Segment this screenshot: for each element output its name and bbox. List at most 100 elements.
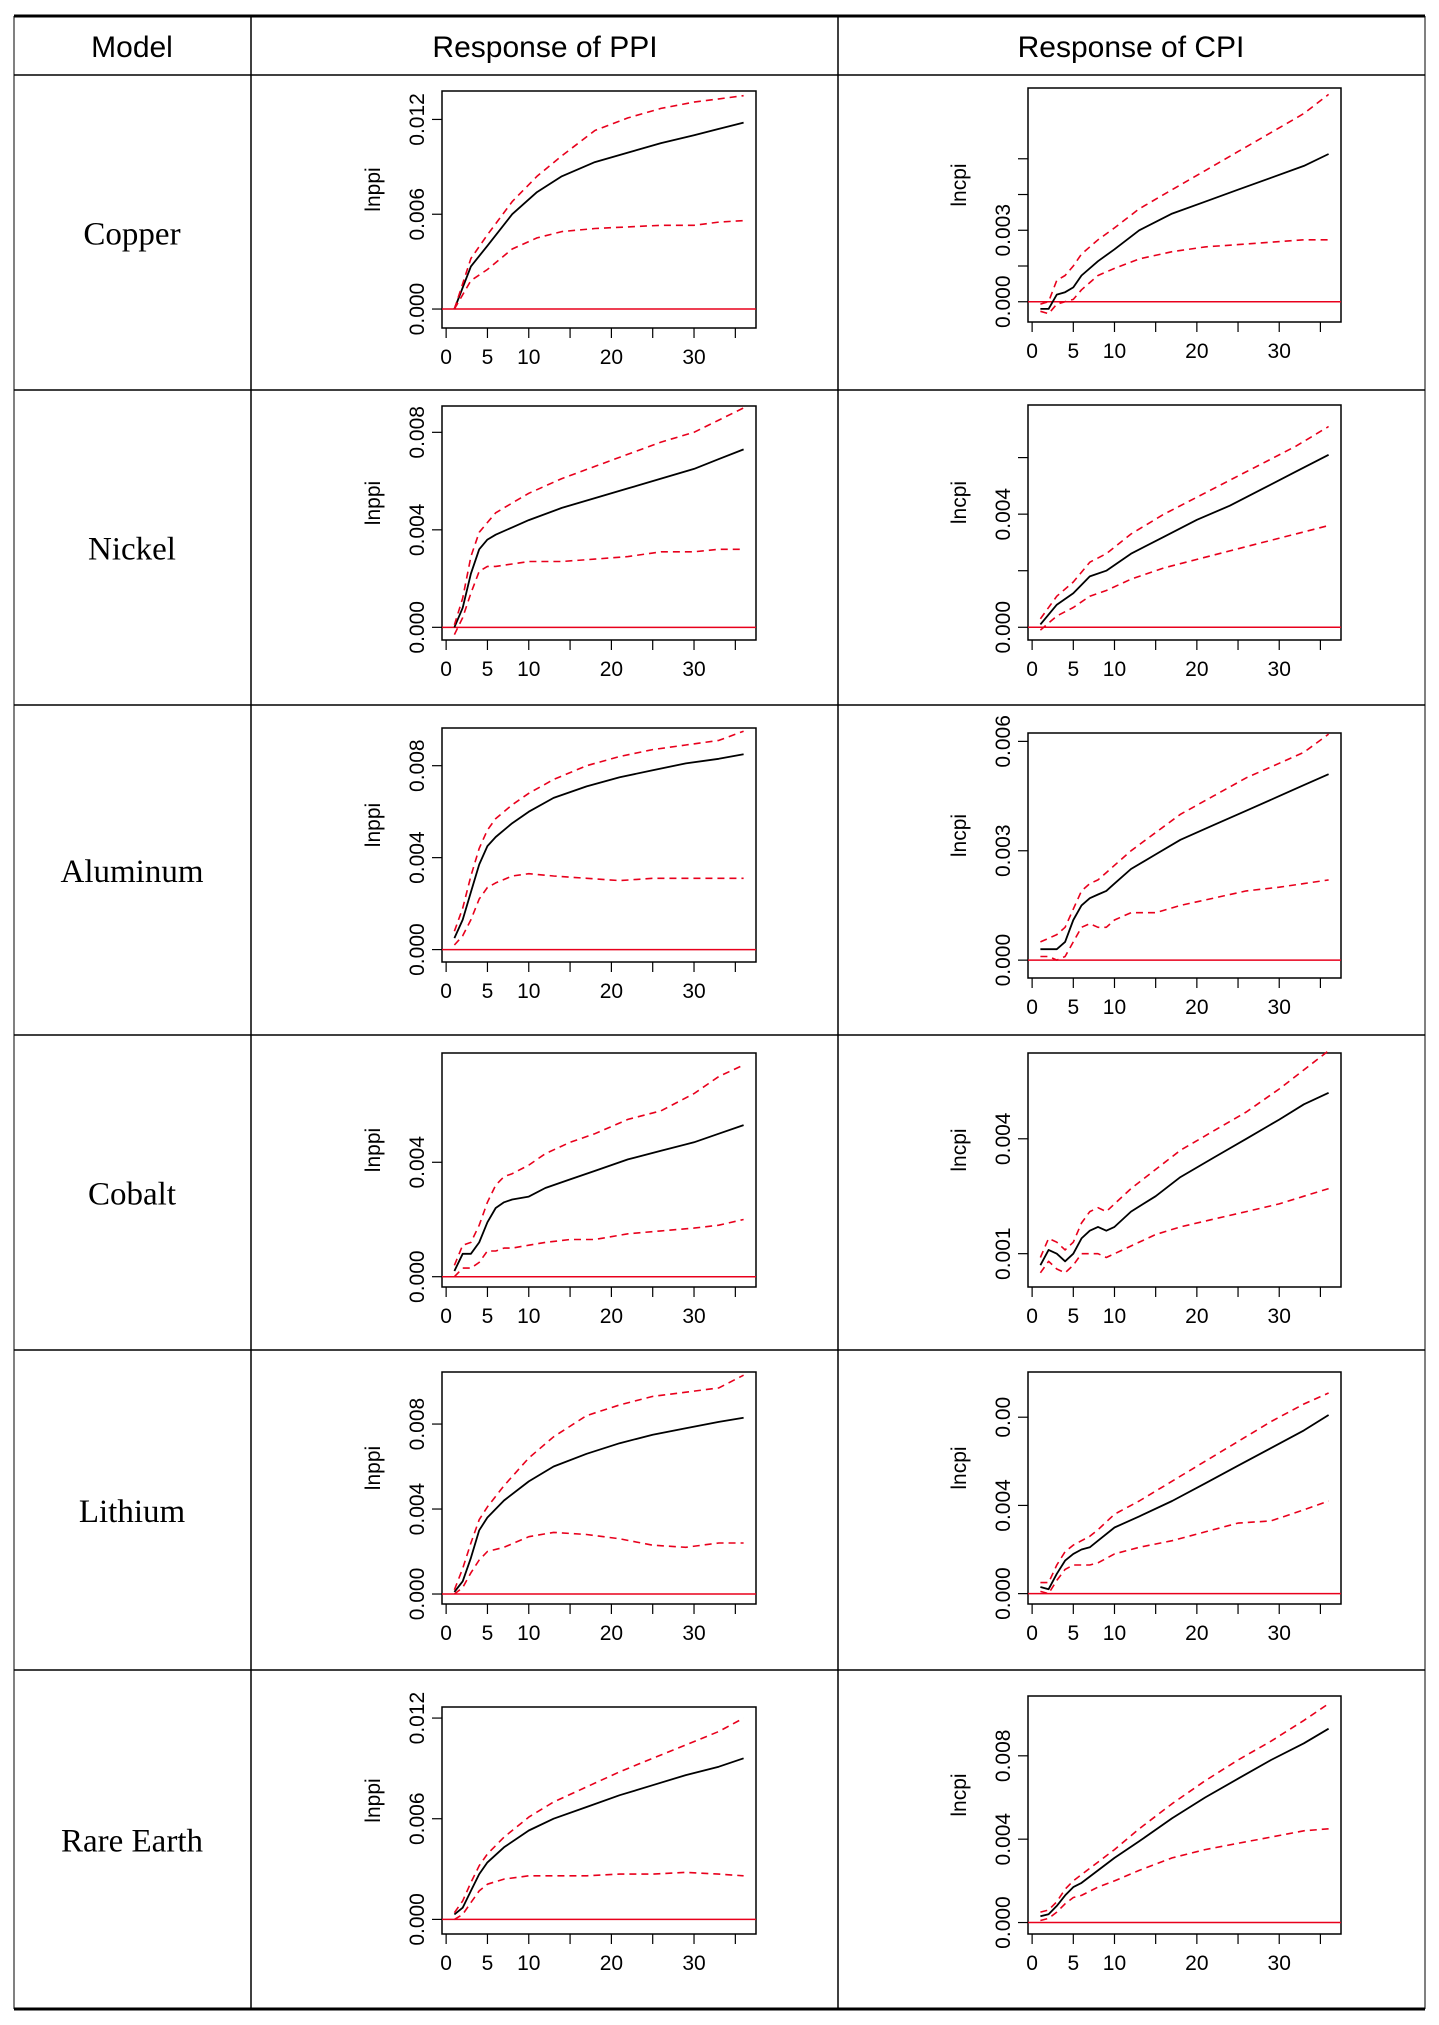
aluminum-ppi-upper-band-line xyxy=(453,730,744,932)
rare-earth-cpi-irf-line xyxy=(1040,1727,1330,1918)
cobalt-ppi-x-tick-label-2: 10 xyxy=(517,1305,540,1328)
aluminum-ppi-y-tick-label-2: 0.008 xyxy=(406,739,429,792)
aluminum-cpi-x-tick-label-0: 0 xyxy=(1026,996,1038,1019)
rare-earth-ppi-panel: 0 5 10 20 30 0.000 0.006 0.012 lnppi xyxy=(362,1692,757,1975)
aluminum-cpi-lower-band-line xyxy=(1040,879,1329,961)
cobalt-ppi-x-tick-label-0: 0 xyxy=(440,1305,452,1328)
lithium-ppi-irf-line xyxy=(453,1416,744,1593)
copper-ppi-upper-band-line xyxy=(453,94,744,310)
lithium-cpi-lower-band-line xyxy=(1040,1500,1329,1595)
rare-earth-cpi-y-tick-label-1: 0.004 xyxy=(992,1813,1015,1866)
lithium-cpi-irf-line xyxy=(1040,1414,1330,1591)
copper-ppi-y-tick-label-1: 0.006 xyxy=(406,188,429,241)
lithium-cpi-y-axis-label: lncpi xyxy=(948,1446,971,1489)
aluminum-ppi-x-tick-label-4: 30 xyxy=(682,980,705,1003)
nickel-cpi-x-tick-label-1: 5 xyxy=(1067,658,1079,681)
lithium-cpi-x-tick-label-2: 10 xyxy=(1103,1622,1126,1645)
lithium-ppi-upper-band-line xyxy=(453,1374,744,1591)
nickel-ppi-irf-line xyxy=(453,448,744,628)
cobalt-cpi-x-tick-label-3: 20 xyxy=(1185,1305,1208,1328)
aluminum-cpi-x-tick-label-3: 20 xyxy=(1185,996,1208,1019)
copper-ppi-y-tick-label-2: 0.012 xyxy=(406,93,429,146)
rare-earth-ppi-y-tick-label-1: 0.006 xyxy=(406,1792,429,1845)
aluminum-ppi-plot-frame xyxy=(441,727,757,963)
nickel-cpi-lower-band-line xyxy=(1039,524,1329,631)
model-label-lithium: Lithium xyxy=(79,1494,186,1530)
nickel-ppi-panel: 0 5 10 20 30 0.000 0.004 0.008 lnppi xyxy=(362,405,757,681)
nickel-ppi-x-tick-label-2: 10 xyxy=(517,658,540,681)
header-ppi: Response of PPI xyxy=(432,31,657,64)
nickel-ppi-y-tick-label-2: 0.008 xyxy=(406,406,429,459)
nickel-cpi-y-axis-label: lncpi xyxy=(948,481,971,524)
nickel-cpi-irf-line xyxy=(1039,453,1330,625)
lithium-cpi-upper-band-line xyxy=(1040,1392,1329,1584)
aluminum-cpi-upper-band-line xyxy=(1040,733,1330,943)
cobalt-cpi-y-axis-label: lncpi xyxy=(948,1128,971,1171)
nickel-cpi-y-tick-label-0: 0.000 xyxy=(992,601,1015,654)
rare-earth-cpi-panel: 0 5 10 20 30 0.000 0.004 0.008 lncpi xyxy=(948,1695,1342,1975)
lithium-cpi-y-tick-label-1: 0.004 xyxy=(992,1479,1015,1532)
nickel-ppi-y-axis-label: lnppi xyxy=(362,481,385,525)
nickel-cpi-x-tick-label-3: 20 xyxy=(1185,658,1208,681)
header-model: Model xyxy=(91,31,173,64)
model-label-copper: Copper xyxy=(83,217,180,253)
aluminum-cpi-panel: 0 5 10 20 30 0.000 0.003 0.006 lncpi xyxy=(948,715,1342,1019)
nickel-ppi-lower-band-line xyxy=(453,548,744,635)
aluminum-ppi-x-tick-label-3: 20 xyxy=(600,980,623,1003)
rare-earth-ppi-upper-band-line xyxy=(453,1717,744,1914)
aluminum-cpi-y-axis-label: lncpi xyxy=(948,814,971,857)
nickel-ppi-upper-band-line xyxy=(453,407,744,626)
rare-earth-cpi-lower-band-line xyxy=(1040,1828,1329,1922)
lithium-cpi-x-tick-label-3: 20 xyxy=(1185,1622,1208,1645)
lithium-cpi-x-tick-label-0: 0 xyxy=(1026,1622,1038,1645)
rare-earth-cpi-y-tick-label-2: 0.008 xyxy=(992,1730,1015,1783)
copper-cpi-x-tick-label-4: 30 xyxy=(1268,340,1291,363)
rare-earth-cpi-x-tick-label-2: 10 xyxy=(1103,1952,1126,1975)
nickel-ppi-y-tick-label-1: 0.004 xyxy=(406,503,429,556)
rare-earth-cpi-x-tick-label-0: 0 xyxy=(1026,1952,1038,1975)
copper-ppi-panel: 0 5 10 20 30 0.000 0.006 0.012 lnppi xyxy=(362,90,757,369)
cobalt-ppi-y-axis-label: lnppi xyxy=(362,1128,385,1172)
copper-ppi-x-tick-label-0: 0 xyxy=(440,346,452,369)
lithium-ppi-x-tick-label-1: 5 xyxy=(482,1622,494,1645)
rare-earth-cpi-plot-frame xyxy=(1027,1695,1342,1935)
rare-earth-ppi-x-tick-label-3: 20 xyxy=(600,1952,623,1975)
copper-cpi-lower-band-line xyxy=(1040,239,1329,315)
rare-earth-ppi-y-tick-label-2: 0.012 xyxy=(406,1692,429,1745)
aluminum-ppi-x-tick-label-2: 10 xyxy=(517,980,540,1003)
nickel-ppi-y-tick-label-0: 0.000 xyxy=(406,601,429,654)
lithium-cpi-plot-frame xyxy=(1027,1371,1342,1605)
copper-cpi-y-tick-label-0: 0.000 xyxy=(992,275,1015,328)
copper-ppi-x-tick-label-3: 20 xyxy=(600,346,623,369)
header-cpi: Response of CPI xyxy=(1018,31,1245,64)
copper-cpi-x-tick-label-0: 0 xyxy=(1026,340,1038,363)
cobalt-cpi-lower-band-line xyxy=(1039,1187,1329,1274)
aluminum-ppi-x-tick-label-1: 5 xyxy=(482,980,494,1003)
lithium-ppi-plot-frame xyxy=(441,1371,757,1605)
cobalt-ppi-plot-frame xyxy=(441,1052,757,1288)
cobalt-ppi-x-tick-label-3: 20 xyxy=(600,1305,623,1328)
copper-ppi-y-axis-label: lnppi xyxy=(362,167,385,211)
rare-earth-cpi-upper-band-line xyxy=(1040,1703,1330,1913)
table-rows: Copper 0 5 10 20 30 0.000 0.006 0.012 lnppi 0 5 10 20… xyxy=(14,87,1425,1975)
lithium-ppi-lower-band-line xyxy=(453,1531,744,1595)
cobalt-cpi-y-tick-label-0: 0.001 xyxy=(992,1227,1015,1280)
nickel-cpi-x-tick-label-2: 10 xyxy=(1103,658,1126,681)
copper-cpi-irf-line xyxy=(1040,153,1329,310)
aluminum-cpi-x-tick-label-4: 30 xyxy=(1268,996,1291,1019)
copper-ppi-y-tick-label-0: 0.000 xyxy=(406,283,429,336)
lithium-ppi-x-tick-label-3: 20 xyxy=(600,1622,623,1645)
copper-ppi-x-tick-label-2: 10 xyxy=(517,346,540,369)
rare-earth-cpi-x-tick-label-3: 20 xyxy=(1185,1952,1208,1975)
nickel-ppi-plot-frame xyxy=(441,405,757,641)
rare-earth-ppi-irf-line xyxy=(453,1757,744,1916)
aluminum-ppi-y-axis-label: lnppi xyxy=(362,803,385,847)
cobalt-cpi-x-tick-label-2: 10 xyxy=(1103,1305,1126,1328)
copper-cpi-y-axis-label: lncpi xyxy=(948,163,971,206)
aluminum-cpi-y-tick-label-2: 0.006 xyxy=(992,715,1015,768)
nickel-cpi-plot-frame xyxy=(1027,404,1342,641)
cobalt-ppi-panel: 0 5 10 20 30 0.000 0.004 lnppi xyxy=(362,1052,757,1328)
copper-ppi-x-tick-label-4: 30 xyxy=(682,346,705,369)
aluminum-ppi-lower-band-line xyxy=(453,872,744,946)
